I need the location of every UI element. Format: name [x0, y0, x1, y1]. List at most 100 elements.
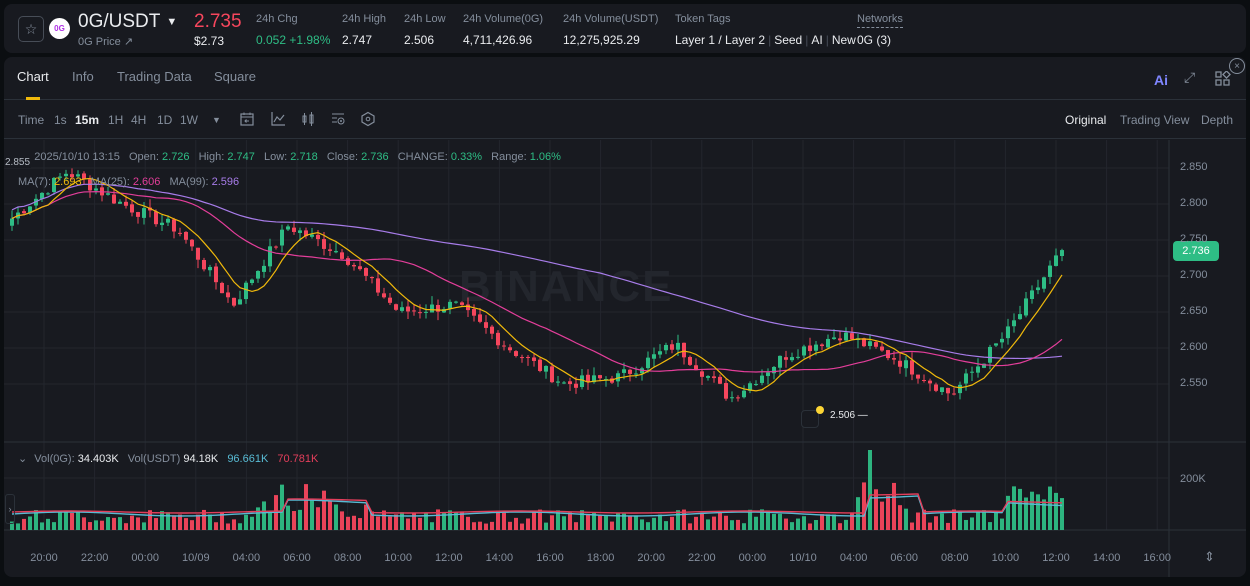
- more-intervals-dropdown[interactable]: ▼: [212, 115, 221, 125]
- stat-label: 24h Low: [404, 13, 446, 25]
- legend-label: Low:: [263, 151, 288, 163]
- time-axis-tick: 00:00: [131, 552, 159, 564]
- stat-value: 0.052 +1.98%: [256, 33, 331, 47]
- period-high-label: 2.855: [4, 157, 32, 168]
- legend-label: High:: [198, 151, 225, 163]
- notification-dot: [816, 406, 824, 414]
- token-logo: 0G: [49, 18, 70, 39]
- legend-label: MA(7):: [18, 176, 51, 188]
- expand-panel-handle[interactable]: ›: [5, 494, 15, 524]
- time-axis-tick: 10:00: [384, 552, 412, 564]
- stat-value: 4,711,426.96: [463, 33, 533, 47]
- time-axis-tick: 12:00: [435, 552, 463, 564]
- interval-1w[interactable]: 1W: [180, 113, 198, 127]
- time-axis-tick: 16:00: [536, 552, 564, 564]
- interval-4h[interactable]: 4H: [131, 113, 147, 127]
- stat-value: 12,275,925.29: [563, 33, 640, 47]
- legend-label: Range:: [491, 151, 527, 163]
- legend-label: Close:: [326, 151, 359, 163]
- stat-label: 24h Chg: [256, 13, 298, 25]
- widgets-icon[interactable]: [1215, 71, 1231, 87]
- collapse-chevron-icon[interactable]: ⌄: [18, 453, 28, 465]
- close-icon[interactable]: ×: [1229, 58, 1245, 74]
- view-trading-view[interactable]: Trading View: [1120, 113, 1190, 127]
- stat-label: Networks: [857, 13, 903, 28]
- tab-info[interactable]: Info: [72, 69, 94, 84]
- tab-chart[interactable]: Chart: [17, 69, 49, 100]
- stat-24h-low: 24h Low 2.506: [404, 13, 446, 47]
- legend-label: CHANGE:: [397, 151, 448, 163]
- auto-fit-icon[interactable]: ⇕: [1204, 549, 1215, 564]
- interval-15m[interactable]: 15m: [75, 113, 100, 127]
- candle-type-icon[interactable]: [300, 111, 316, 127]
- price-page-link[interactable]: 0G Price ↗: [78, 36, 134, 48]
- legend-label: Vol(0G):: [34, 453, 75, 465]
- time-axis-tick: 10:00: [991, 552, 1020, 564]
- tag-link[interactable]: New: [831, 33, 856, 47]
- time-axis-tick: 14:00: [485, 552, 514, 564]
- indicator-chart-icon[interactable]: [270, 111, 286, 127]
- time-axis-tick: 06:00: [283, 552, 311, 564]
- ma25-value: 2.606: [132, 176, 161, 188]
- legend-close: 2.736: [361, 151, 389, 163]
- time-axis-tick: 22:00: [80, 552, 109, 564]
- chart-toolbar: Time 1s 15m 1H 4H 1D 1W ▼ Original Tradi…: [4, 101, 1246, 139]
- time-axis-tick: 10/09: [182, 552, 210, 564]
- star-icon: ☆: [24, 20, 38, 37]
- tag-link[interactable]: AI: [811, 33, 823, 47]
- ai-button[interactable]: Ai: [1154, 72, 1168, 88]
- price-axis-tick: 2.650: [1180, 305, 1208, 317]
- interval-1d[interactable]: 1D: [157, 113, 173, 127]
- time-axis-tick: 12:00: [1042, 552, 1070, 564]
- vol-base-value: 34.403K: [77, 453, 119, 465]
- stat-value: 2.747: [342, 33, 373, 47]
- time-axis-tick: 16:00: [1143, 552, 1171, 564]
- networks[interactable]: Networks 0G (3): [857, 13, 903, 47]
- interval-1s[interactable]: 1s: [54, 113, 67, 127]
- time-axis-tick: 04:00: [839, 552, 868, 564]
- stat-label: 24h High: [342, 13, 387, 25]
- pair-selector[interactable]: 0G/USDT ▼: [78, 11, 177, 33]
- ma99-value: 2.596: [211, 176, 240, 188]
- panel-tabs: Chart Info Trading Data Square Ai ⤢ ×: [4, 57, 1246, 100]
- hexagon-settings-icon[interactable]: [360, 111, 376, 127]
- logo-text: 0G: [54, 24, 65, 33]
- time-axis-tick: 08:00: [333, 552, 362, 564]
- stat-label: 24h Volume(USDT): [563, 13, 659, 25]
- caret-down-icon: ▼: [166, 16, 178, 28]
- stat-24h-volume-quote: 24h Volume(USDT) 12,275,925.29: [563, 13, 658, 47]
- tab-trading-data[interactable]: Trading Data: [117, 69, 192, 84]
- legend-high: 2.747: [227, 151, 255, 163]
- legend-label: MA(99):: [169, 176, 209, 188]
- candlestick-chart[interactable]: [4, 140, 1246, 577]
- current-price-tag: 2.736: [1173, 241, 1219, 261]
- stat-24h-volume-base: 24h Volume(0G) 4,711,426.96: [463, 13, 543, 47]
- view-depth[interactable]: Depth: [1201, 113, 1234, 127]
- time-label: Time: [18, 113, 45, 127]
- price-axis-tick: 2.750: [1180, 233, 1208, 245]
- price-axis-tick: 2.850: [1180, 161, 1208, 173]
- legend-datetime: 2025/10/10 13:15: [34, 151, 120, 163]
- time-axis-tick: 22:00: [688, 552, 716, 564]
- time-axis-tick: 20:00: [637, 552, 665, 564]
- vol-ma1-value: 96.661K: [227, 453, 269, 465]
- chart-settings-icon[interactable]: [330, 111, 346, 127]
- price-axis-tick: 2.600: [1180, 341, 1208, 353]
- ohlc-legend: ⌄ 2025/10/10 13:15 Open: 2.726 High: 2.7…: [18, 150, 567, 163]
- view-original[interactable]: Original: [1065, 113, 1107, 127]
- calendar-goto-icon[interactable]: [239, 111, 255, 127]
- time-axis-tick: 04:00: [232, 552, 261, 564]
- tab-square[interactable]: Square: [214, 69, 256, 84]
- tag-link[interactable]: Seed: [774, 33, 803, 47]
- time-axis-tick: 06:00: [890, 552, 918, 564]
- time-axis-tick: 18:00: [586, 552, 615, 564]
- tag-link[interactable]: Layer 1 / Layer 2: [675, 33, 766, 47]
- notes-icon[interactable]: [801, 410, 819, 428]
- favorite-star-button[interactable]: ☆: [18, 16, 44, 42]
- price-axis-tick: 2.700: [1180, 269, 1208, 281]
- expand-icon[interactable]: ⤢: [1184, 69, 1196, 85]
- interval-1h[interactable]: 1H: [108, 113, 124, 127]
- token-tags: Token Tags Layer 1 / Layer 2 | Seed | AI | New: [675, 13, 856, 47]
- stat-value: 0G (3): [857, 33, 892, 47]
- legend-label: Vol(USDT): [127, 453, 181, 465]
